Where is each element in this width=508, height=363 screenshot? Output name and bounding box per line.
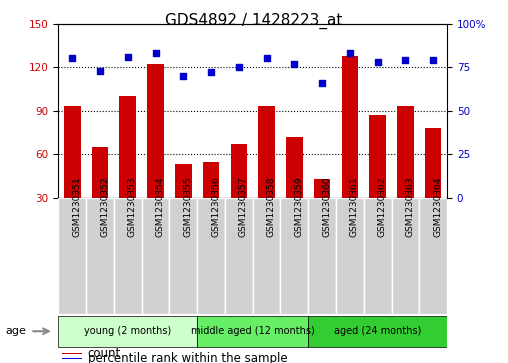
Text: GSM1230362: GSM1230362 xyxy=(377,177,387,237)
Text: GSM1230351: GSM1230351 xyxy=(72,177,81,237)
Bar xyxy=(364,198,392,314)
Bar xyxy=(341,56,358,241)
Text: GSM1230364: GSM1230364 xyxy=(433,177,442,237)
Text: GSM1230357: GSM1230357 xyxy=(239,177,248,237)
Bar xyxy=(119,96,136,241)
Point xyxy=(290,61,298,66)
Point xyxy=(96,68,104,74)
Bar xyxy=(308,198,336,314)
Bar xyxy=(114,198,142,314)
Text: GSM1230352: GSM1230352 xyxy=(100,177,109,237)
Bar xyxy=(425,128,441,241)
Bar xyxy=(170,198,197,314)
Point xyxy=(401,57,409,63)
Text: count: count xyxy=(87,347,121,360)
Bar xyxy=(225,198,253,314)
Point xyxy=(68,56,76,61)
Point xyxy=(235,64,243,70)
Bar xyxy=(253,198,280,314)
Bar xyxy=(175,164,192,241)
Point xyxy=(346,50,354,56)
Point xyxy=(429,57,437,63)
Bar xyxy=(197,316,308,347)
Text: GSM1230361: GSM1230361 xyxy=(350,177,359,237)
Bar xyxy=(419,198,447,314)
Bar xyxy=(147,64,164,241)
Text: age: age xyxy=(5,326,26,336)
Text: GSM1230359: GSM1230359 xyxy=(294,177,303,237)
Text: percentile rank within the sample: percentile rank within the sample xyxy=(87,352,287,363)
Bar xyxy=(392,198,419,314)
Bar xyxy=(336,198,364,314)
Text: young (2 months): young (2 months) xyxy=(84,326,171,336)
Text: GSM1230354: GSM1230354 xyxy=(155,177,165,237)
Bar xyxy=(197,198,225,314)
Point xyxy=(124,54,132,60)
Text: aged (24 months): aged (24 months) xyxy=(334,326,421,336)
Bar xyxy=(58,316,197,347)
Bar xyxy=(314,179,330,241)
Bar xyxy=(231,144,247,241)
Bar xyxy=(62,352,82,354)
Text: GDS4892 / 1428223_at: GDS4892 / 1428223_at xyxy=(165,13,343,29)
Bar xyxy=(62,358,82,359)
Bar xyxy=(258,106,275,241)
Bar xyxy=(280,198,308,314)
Bar xyxy=(64,106,81,241)
Text: GSM1230353: GSM1230353 xyxy=(128,177,137,237)
Bar xyxy=(397,106,414,241)
Point xyxy=(151,50,160,56)
Bar xyxy=(142,198,170,314)
Point xyxy=(263,56,271,61)
Point xyxy=(318,80,326,86)
Text: GSM1230360: GSM1230360 xyxy=(322,177,331,237)
Point xyxy=(207,69,215,75)
Text: GSM1230358: GSM1230358 xyxy=(267,177,276,237)
Bar xyxy=(86,198,114,314)
Bar xyxy=(286,137,303,241)
Bar xyxy=(92,147,108,241)
Text: GSM1230363: GSM1230363 xyxy=(405,177,415,237)
Bar xyxy=(58,198,86,314)
Bar xyxy=(308,316,447,347)
Text: GSM1230356: GSM1230356 xyxy=(211,177,220,237)
Text: GSM1230355: GSM1230355 xyxy=(183,177,193,237)
Bar xyxy=(203,162,219,241)
Text: middle aged (12 months): middle aged (12 months) xyxy=(191,326,314,336)
Bar xyxy=(369,115,386,241)
Point xyxy=(179,73,187,79)
Point xyxy=(373,59,382,65)
